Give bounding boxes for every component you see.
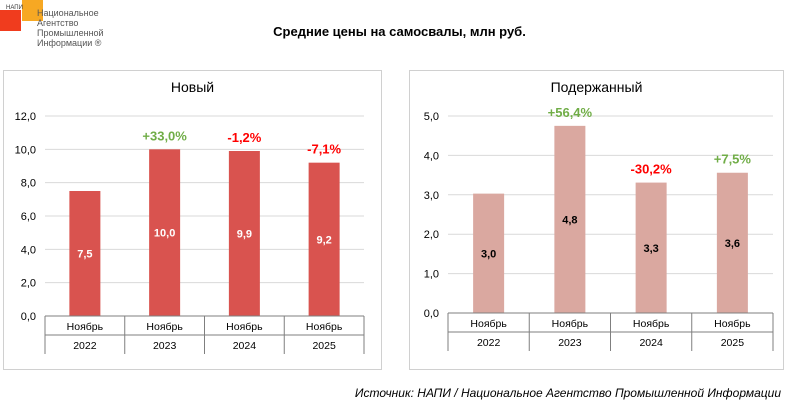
y-tick-label: 3,0: [424, 190, 439, 202]
change-label: +56,4%: [548, 105, 593, 120]
logo-small-text: НАПИ: [6, 5, 23, 11]
bar: [228, 151, 260, 316]
bar: [635, 182, 667, 313]
bar: [149, 149, 181, 316]
change-label: +7,5%: [714, 152, 752, 167]
bar-value-label: 10,0: [154, 228, 175, 240]
x-tick-label-month: Ноябрь: [633, 318, 670, 330]
x-tick-label-year: 2025: [721, 337, 745, 349]
change-label: -1,2%: [227, 130, 261, 145]
x-tick-label-year: 2022: [73, 340, 97, 352]
y-tick-label: 6,0: [21, 211, 36, 223]
y-tick-label: 4,0: [424, 150, 439, 162]
panel-new: Новый: [3, 70, 382, 370]
bar-value-label: 3,0: [481, 248, 496, 260]
x-tick-label-year: 2025: [312, 340, 336, 352]
y-tick-label: 8,0: [21, 178, 36, 190]
logo-line: Национальное: [37, 8, 99, 18]
change-label: +33,0%: [142, 128, 187, 143]
bar-value-label: 3,3: [643, 243, 658, 255]
y-tick-label: 10,0: [15, 144, 36, 156]
y-tick-label: 0,0: [21, 311, 36, 323]
bar-value-label: 4,8: [562, 214, 577, 226]
panel-title-new: Новый: [170, 79, 215, 95]
y-tick-label: 0,0: [424, 308, 439, 320]
panel-used: Подержанный: [409, 70, 784, 370]
x-tick-label-month: Ноябрь: [146, 321, 183, 333]
x-tick-label-year: 2024: [639, 337, 663, 349]
x-tick-label-month: Ноябрь: [714, 318, 751, 330]
x-tick-label-month: Ноябрь: [226, 321, 263, 333]
y-tick-label: 4,0: [21, 244, 36, 256]
change-label: -7,1%: [307, 142, 341, 157]
x-tick-label-month: Ноябрь: [552, 318, 589, 330]
bar-value-label: 3,6: [725, 238, 740, 250]
x-tick-label-year: 2023: [153, 340, 177, 352]
logo-line: Информации ®: [37, 38, 102, 48]
bar: [716, 172, 748, 313]
x-tick-label-year: 2023: [558, 337, 582, 349]
x-tick-label-month: Ноябрь: [67, 321, 104, 333]
panel-title-used: Подержанный: [550, 79, 643, 95]
bar: [308, 162, 340, 316]
bar: [554, 125, 586, 313]
y-tick-label: 2,0: [424, 229, 439, 241]
source-note: Источник: НАПИ / Национальное Агентство …: [354, 386, 781, 400]
x-tick-label-month: Ноябрь: [306, 321, 343, 333]
x-tick-label-year: 2024: [233, 340, 257, 352]
bar: [69, 191, 101, 316]
bar: [473, 193, 505, 313]
bar-value-label: 7,5: [77, 249, 92, 261]
change-label: -30,2%: [631, 162, 673, 177]
y-tick-label: 1,0: [424, 269, 439, 281]
logo-red-square: [0, 10, 21, 31]
logo: [0, 0, 43, 40]
logo-text: Национальное Агентство Промышленной Инфо…: [37, 8, 104, 48]
x-tick-label-month: Ноябрь: [470, 318, 507, 330]
y-tick-label: 5,0: [424, 111, 439, 123]
logo-line: Агентство: [37, 18, 79, 28]
logo-line: Промышленной: [37, 28, 104, 38]
x-tick-label-year: 2022: [477, 337, 501, 349]
chart-main-title: Средние цены на самосвалы, млн руб.: [273, 24, 526, 39]
bar-value-label: 9,2: [316, 234, 331, 246]
logo-orange-square: [22, 0, 43, 21]
bar-value-label: 9,9: [237, 229, 252, 241]
y-tick-label: 12,0: [15, 111, 36, 123]
y-tick-label: 2,0: [21, 278, 36, 290]
